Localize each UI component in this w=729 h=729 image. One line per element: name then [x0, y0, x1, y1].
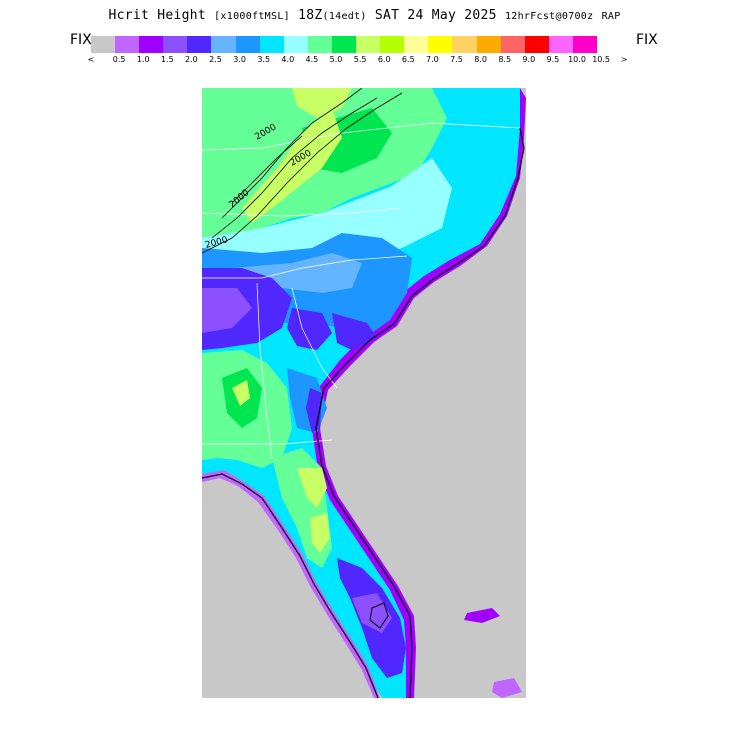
color-swatch: [548, 36, 573, 53]
color-swatch: [259, 36, 284, 53]
color-scale-tick: 10.0: [568, 55, 586, 64]
terrain-contours: [202, 88, 403, 254]
color-scale-tick: 7.0: [426, 55, 439, 64]
fix-label-left: FIX: [70, 32, 92, 48]
color-swatch: [380, 36, 405, 53]
island-blob-2: [492, 678, 522, 698]
color-scale-bar: [91, 36, 597, 53]
color-scale-tick: 5.0: [329, 55, 343, 64]
color-scale-tick: 4.5: [305, 55, 319, 64]
title-units: [x1000ftMSL]: [214, 11, 290, 22]
region-darkblue-georgia: [306, 388, 322, 433]
color-swatch: [235, 36, 260, 53]
color-swatch: [91, 36, 116, 53]
color-scale-ticks: <0.5 1.0 1.5 2.0 2.5 3.0 3.5 4.0 4.5 5.0 5.5 6.0 6.5…: [87, 55, 636, 67]
over-range-marker: >: [620, 55, 628, 64]
color-scale-tick: 8.0: [474, 55, 487, 64]
color-swatch: [307, 36, 332, 53]
region-yellow-panhandle: [297, 468, 327, 508]
color-swatch: [356, 36, 381, 53]
color-scale-tick: 4.0: [281, 55, 295, 64]
map-title: Hcrit Height [x1000ftMSL] 18Z(14edt) SAT…: [0, 8, 729, 23]
color-scale-tick: 6.0: [377, 55, 391, 64]
color-swatch: [428, 36, 453, 53]
hcrit-height-map: 2000 2000 2000 2000: [202, 88, 526, 698]
color-swatch: [404, 36, 429, 53]
color-swatch: [115, 36, 140, 53]
region-blue-coast: [332, 313, 377, 350]
color-swatch: [572, 36, 597, 53]
color-scale-tick: 2.0: [185, 55, 198, 64]
color-scale-tick: 1.5: [160, 55, 174, 64]
fix-label-right: FIX: [636, 32, 658, 48]
island-blob-1: [464, 608, 500, 623]
region-yellow-panhandle-2: [310, 513, 330, 553]
color-scale-tick: 8.5: [498, 55, 512, 64]
color-swatch: [211, 36, 236, 53]
color-swatch: [331, 36, 357, 53]
color-scale-tick: 10.5: [592, 55, 610, 64]
under-range-marker: <: [87, 55, 95, 64]
color-swatch: [524, 36, 549, 53]
region-yellowgreen-west: [232, 380, 250, 406]
color-scale-tick: 0.5: [112, 55, 126, 64]
lake-okeechobee: [369, 602, 389, 629]
coastal-band-east: [312, 88, 526, 698]
title-date: SAT 24 May 2025: [374, 8, 497, 23]
color-swatch: [452, 36, 477, 53]
gulf-of-mexico: [202, 476, 374, 698]
color-scale-tick: 3.5: [257, 55, 271, 64]
color-swatch: [139, 36, 164, 53]
region-purple-west: [202, 288, 252, 333]
color-scale-tick: 2.5: [209, 55, 222, 64]
title-model: RAP: [601, 11, 621, 22]
color-swatch: [187, 36, 212, 53]
color-scale-tick: 9.0: [522, 55, 536, 64]
title-local-time: (14edt): [322, 11, 367, 22]
color-scale-tick: 5.5: [353, 55, 367, 64]
color-swatch: [476, 36, 501, 53]
title-valid-time: 18Z: [298, 8, 323, 23]
title-forecast: 12hrFcst@0700z: [504, 11, 594, 22]
region-yellowgreen-top: [292, 88, 352, 118]
title-field: Hcrit Height: [108, 8, 206, 23]
color-swatch: [283, 36, 308, 53]
color-scale-tick: 9.5: [546, 55, 560, 64]
color-swatch: [163, 36, 188, 53]
color-scale-tick: 6.5: [401, 55, 415, 64]
color-scale-tick: 3.0: [233, 55, 246, 64]
coastline: [202, 127, 525, 698]
region-blue-center: [287, 308, 332, 350]
color-scale-tick: 7.5: [450, 55, 463, 64]
color-swatch: [500, 36, 525, 53]
state-boundaries: [202, 122, 521, 459]
color-scale-tick: 1.0: [136, 55, 150, 64]
region-purple-peninsula: [352, 593, 392, 633]
